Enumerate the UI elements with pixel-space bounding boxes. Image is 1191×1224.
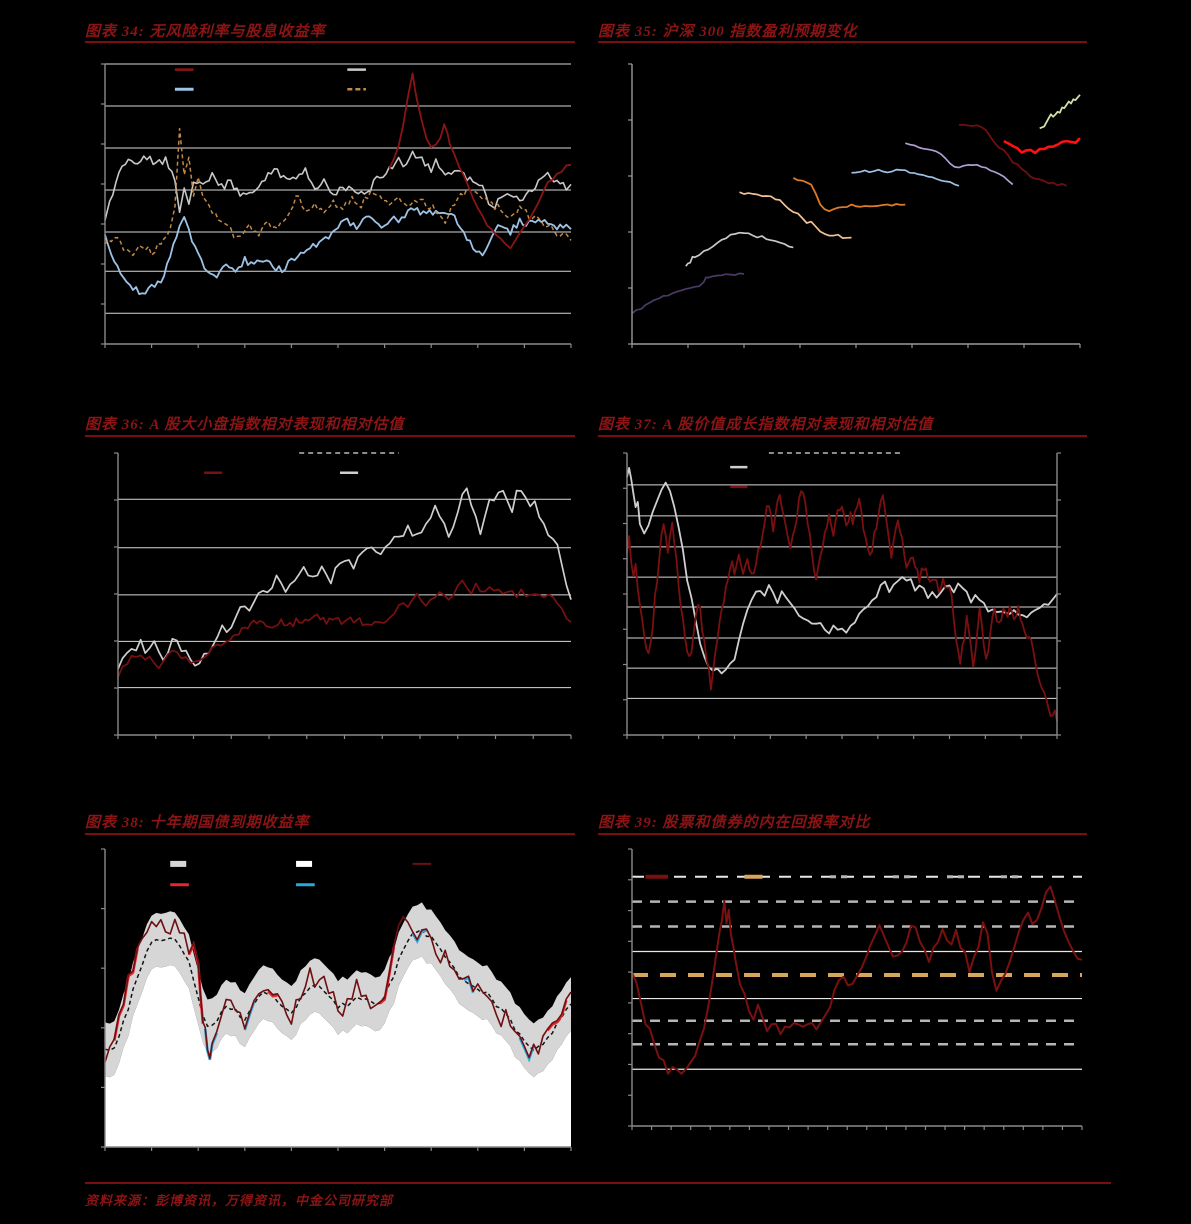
- figure-35-chart: [628, 63, 1081, 348]
- figure-37-chart: [623, 452, 1061, 739]
- figure-38-title-underline: [85, 833, 575, 835]
- figure-36-title: 图表 36: A 股大小盘指数相对表现和相对估值: [85, 417, 405, 433]
- figure-37-title-underline: [598, 435, 1087, 437]
- figure-34-chart: [101, 63, 572, 348]
- figure-34-title-underline: [85, 41, 575, 43]
- figure-38-chart: [101, 848, 572, 1151]
- figure-39-chart: [628, 848, 1083, 1130]
- figure-35-title-underline: [598, 41, 1087, 43]
- figure-37-title: 图表 37: A 股价值成长指数相对表现和相对估值: [598, 417, 934, 433]
- footer-divider: [85, 1182, 1111, 1184]
- source-note: 资料来源：彭博资讯，万得资讯，中金公司研究部: [85, 1193, 394, 1208]
- figure-39-title-underline: [598, 833, 1087, 835]
- figure-34-title: 图表 34: 无风险利率与股息收益率: [85, 24, 326, 40]
- figure-35-title: 图表 35: 沪深 300 指数盈利预期变化: [598, 24, 858, 40]
- figure-38-title: 图表 38: 十年期国债到期收益率: [85, 815, 310, 831]
- figure-36-chart: [114, 452, 572, 739]
- figure-39-title: 图表 39: 股票和债券的内在回报率对比: [598, 815, 871, 831]
- figure-36-title-underline: [85, 435, 575, 437]
